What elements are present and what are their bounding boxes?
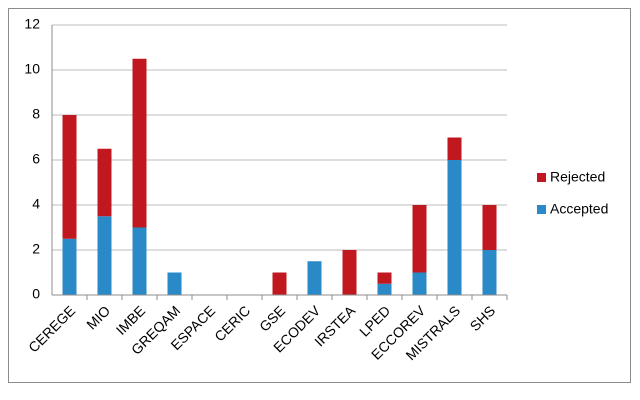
y-tick-label: 8 — [32, 106, 40, 122]
y-tick-label: 0 — [32, 286, 40, 302]
legend-label: Rejected — [550, 169, 605, 185]
bar-segment — [97, 148, 112, 217]
bar-segment — [167, 272, 182, 295]
bar-segment — [377, 272, 392, 284]
y-tick-label: 12 — [24, 16, 40, 32]
chart-frame — [8, 8, 631, 383]
bar-segment — [412, 205, 427, 273]
bar-segment — [377, 283, 392, 295]
bar-segment — [447, 137, 462, 160]
bar-segment — [97, 216, 112, 295]
y-tick-label: 2 — [32, 241, 40, 257]
y-tick-label: 6 — [32, 151, 40, 167]
bar-segment — [412, 272, 427, 295]
bar-segment — [307, 261, 322, 295]
bar-segment — [482, 205, 497, 250]
legend-label: Accepted — [550, 201, 608, 217]
y-tick-label: 4 — [32, 196, 40, 212]
bar-segment — [447, 160, 462, 295]
bar-segment — [62, 238, 77, 295]
bar-segment — [132, 58, 147, 228]
legend-swatch — [537, 205, 546, 214]
bar-segment — [482, 250, 497, 295]
legend-swatch — [537, 173, 546, 182]
bar-segment — [342, 250, 357, 295]
bar-segment — [132, 227, 147, 295]
bar-segment — [272, 272, 287, 295]
y-tick-label: 10 — [24, 61, 40, 77]
bar-segment — [62, 115, 77, 239]
